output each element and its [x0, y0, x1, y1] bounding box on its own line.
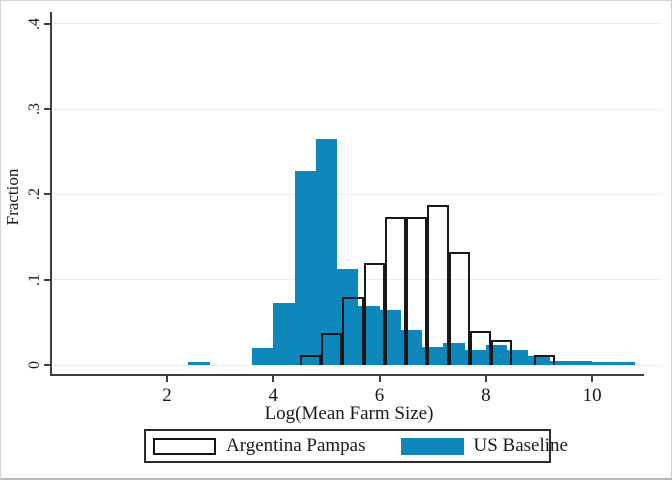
us-baseline-bar	[273, 302, 295, 365]
argentina-pampas-bar	[363, 263, 385, 365]
gridline-y-0.3	[52, 108, 662, 110]
x-tick-8	[484, 376, 487, 382]
x-tick-label-6: 6	[374, 385, 385, 406]
us-baseline-bar	[315, 138, 338, 365]
us-baseline-bar	[443, 342, 465, 365]
us-baseline-bar	[507, 349, 529, 365]
gridline-y-0.2	[52, 193, 662, 195]
y-tick-label-0.3: .3	[26, 103, 43, 116]
x-tick-6	[378, 376, 381, 382]
x-tick-label-8: 8	[481, 385, 491, 406]
argentina-pampas-swatch	[153, 437, 216, 455]
x-axis-line	[50, 374, 644, 376]
y-axis-line	[50, 12, 52, 376]
y-tick-0.2	[44, 193, 50, 196]
us-baseline-legend-label: US Baseline	[473, 435, 568, 456]
legend-box: Argentina Pampas US Baseline	[144, 429, 568, 463]
argentina-pampas-bar	[469, 330, 492, 365]
y-tick-label-0: 0	[26, 361, 43, 369]
x-tick-label-10: 10	[582, 385, 602, 406]
x-axis-title: Log(Mean Farm Size)	[264, 403, 434, 424]
y-tick-0.4	[44, 22, 50, 25]
argentina-pampas-legend-label: Argentina Pampas	[226, 435, 366, 456]
us-baseline-bar	[570, 360, 593, 365]
argentina-pampas-bar	[299, 354, 322, 365]
y-tick-label-0.4: .4	[26, 17, 43, 30]
y-tick-0.1	[44, 278, 50, 281]
us-baseline-bar	[528, 355, 550, 365]
x-tick-label-2: 2	[162, 385, 172, 406]
us-baseline-swatch	[400, 437, 464, 455]
x-tick-2	[166, 376, 168, 382]
us-baseline-bar	[549, 360, 571, 365]
us-baseline-bar	[592, 362, 614, 365]
y-axis-title: Fraction	[3, 168, 22, 226]
us-baseline-bar	[252, 347, 274, 365]
us-baseline-bar	[613, 362, 635, 365]
x-tick-4	[272, 376, 275, 382]
argentina-pampas-bar	[321, 333, 343, 365]
us-baseline-bar	[188, 362, 210, 365]
x-tick-10	[591, 376, 594, 382]
x-tick-label-4: 4	[268, 385, 279, 406]
argentina-pampas-bar	[384, 217, 407, 365]
argentina-pampas-bar	[406, 217, 428, 365]
y-tick-label-0.2: .2	[26, 188, 43, 201]
y-tick-0.3	[44, 108, 50, 111]
argentina-pampas-bar	[342, 296, 364, 365]
gridline-y-0.4	[52, 23, 662, 25]
y-tick-label-0.1: .1	[26, 273, 43, 286]
argentina-pampas-bar	[491, 340, 513, 365]
argentina-pampas-bar	[448, 252, 470, 365]
argentina-pampas-bar	[533, 354, 555, 365]
us-baseline-bar	[294, 171, 316, 365]
gridline-y-0	[52, 364, 662, 366]
argentina-pampas-bar	[427, 205, 449, 365]
y-tick-0	[44, 364, 50, 366]
